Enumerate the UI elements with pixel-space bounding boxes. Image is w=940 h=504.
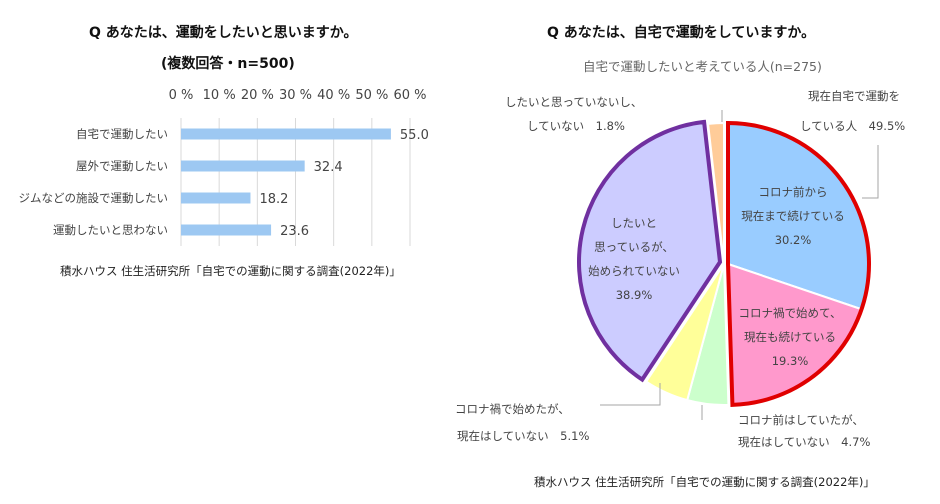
slice-label: 思っているが、 <box>594 240 674 254</box>
left-subtitle: (複数回答・n=500) <box>161 56 295 72</box>
x-tick-label: 20 % <box>241 88 274 103</box>
pie-slice <box>644 263 725 402</box>
red-group-outline <box>726 120 871 407</box>
slice-label: 30.2% <box>775 233 812 247</box>
slice-label: 38.9% <box>616 288 653 302</box>
slice-label: 始められていない <box>588 264 680 278</box>
purple-group-outline <box>577 119 723 383</box>
group-label-line1: 現在自宅で運動を <box>808 89 900 103</box>
right-source: 積水ハウス 住生活研究所「自宅での運動に関する調査(2022年)」 <box>534 475 875 489</box>
leader-line <box>600 383 661 406</box>
bar <box>181 192 251 204</box>
slice-label: コロナ前から <box>759 185 828 199</box>
bar <box>181 160 305 172</box>
group-label-line2: している人 49.5% <box>800 119 906 133</box>
bar <box>181 128 391 140</box>
bar-value-label: 55.0 <box>400 128 429 143</box>
slice-label: コロナ前はしていたが、 <box>738 413 864 427</box>
slice-label: コロナ禍で始めたが、 <box>455 402 570 416</box>
slice-label: 現在はしていない 4.7% <box>738 435 870 449</box>
x-tick-label: 10 % <box>203 88 236 103</box>
right-title: Q あなたは、自宅で運動をしていますか。 <box>547 25 816 41</box>
category-label: 運動したいと思わない <box>53 223 168 237</box>
slice-label: 現在まで続けている <box>741 209 845 223</box>
bar-value-label: 18.2 <box>259 192 288 207</box>
slice-label: したいと思っていないし、 <box>505 95 642 109</box>
x-tick-label: 0 % <box>169 88 194 103</box>
left-source: 積水ハウス 住生活研究所「自宅での運動に関する調査(2022年)」 <box>60 264 401 278</box>
x-tick-label: 30 % <box>279 88 312 103</box>
slice-label: 現在はしていない 5.1% <box>457 429 589 443</box>
bar-value-label: 23.6 <box>280 224 309 239</box>
x-tick-label: 50 % <box>355 88 388 103</box>
slice-label: 19.3% <box>772 354 809 368</box>
slice-label: 現在も続けている <box>744 330 836 344</box>
category-label: 屋外で運動したい <box>76 159 168 173</box>
slice-label: していない 1.8% <box>527 119 625 133</box>
slice-label: したいと <box>611 216 657 230</box>
bar-value-label: 32.4 <box>314 160 343 175</box>
bar <box>181 224 272 236</box>
x-tick-label: 40 % <box>317 88 350 103</box>
right-subtitle: 自宅で運動したいと考えている人(n=275) <box>583 59 822 74</box>
slice-label: コロナ禍で始めて、 <box>739 306 842 320</box>
category-label: 自宅で運動したい <box>76 127 168 141</box>
left-title: Q あなたは、運動をしたいと思いますか。 <box>89 25 358 41</box>
pie-slice <box>706 121 725 265</box>
category-label: ジムなどの施設で運動したい <box>19 191 169 205</box>
x-tick-label: 60 % <box>393 88 426 103</box>
leader-line <box>862 145 879 199</box>
